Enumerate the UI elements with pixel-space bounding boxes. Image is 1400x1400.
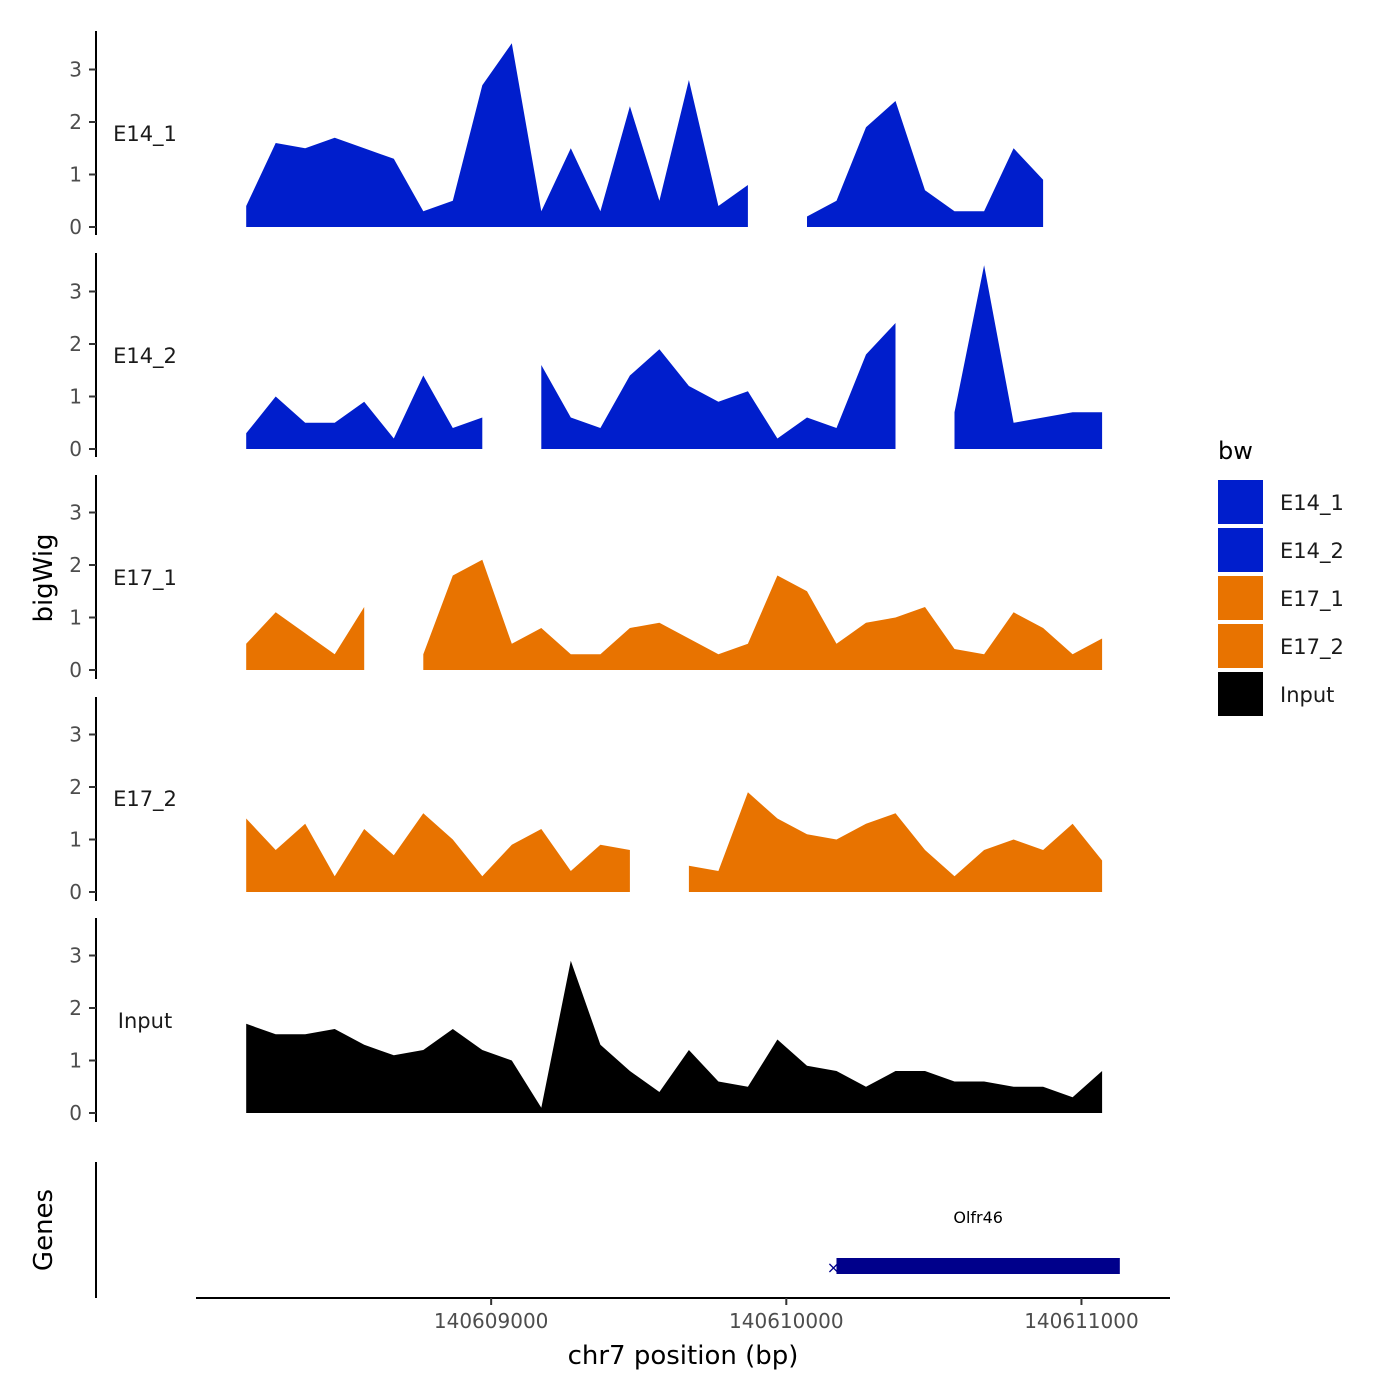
y-tick-label: 0	[69, 880, 82, 904]
y-tick-label: 2	[69, 775, 82, 799]
y-tick-label: 3	[69, 723, 82, 747]
track-panel-e17-2: E17_2 0 1 2 3	[69, 697, 1103, 904]
track-panel-e17-1: E17_1 0 1 2 3	[69, 475, 1103, 682]
x-axis-title: chr7 position (bp)	[568, 1341, 799, 1371]
y-tick-label: 1	[69, 163, 82, 187]
coverage-area-e14-2	[246, 265, 1103, 449]
legend-label: E17_1	[1280, 587, 1344, 612]
track-label-e17-1: E17_1	[113, 566, 177, 591]
y-tick-label: 1	[69, 606, 82, 630]
track-panel-e14-2: E14_2 0 1 2 3	[69, 253, 1103, 461]
legend-swatch	[1218, 672, 1263, 716]
coverage-area-input	[246, 960, 1103, 1113]
genes-track-title: Genes	[29, 1189, 59, 1271]
track-label-e14-1: E14_1	[113, 122, 177, 147]
legend-swatch	[1218, 480, 1263, 524]
y-tick-label: 3	[69, 944, 82, 968]
x-tick-label: 140611000	[1024, 1309, 1139, 1333]
genes-track: Genes × Olfr46	[29, 1162, 1120, 1298]
legend-label: E14_1	[1280, 491, 1344, 516]
y-tick-label: 2	[69, 110, 82, 134]
track-label-e17-2: E17_2	[113, 787, 177, 812]
legend-label: Input	[1280, 683, 1334, 707]
y-tick-label: 1	[69, 828, 82, 852]
legend-title: bw	[1218, 437, 1253, 465]
y-tick-label: 0	[69, 437, 82, 461]
x-tick-label: 140609000	[434, 1309, 549, 1333]
legend-label: E17_2	[1280, 635, 1344, 660]
legend-swatch	[1218, 624, 1263, 668]
legend-swatch	[1218, 576, 1263, 620]
y-tick-label: 1	[69, 1049, 82, 1073]
coverage-area-e14-1	[246, 43, 1103, 227]
legend: bw E14_1 E14_2 E17_1 E17_2 Input	[1218, 437, 1344, 716]
track-panel-e14-1: E14_1 0 1 2 3	[69, 31, 1103, 239]
y-tick-label: 0	[69, 658, 82, 682]
legend-swatch	[1218, 528, 1263, 572]
y-tick-label: 1	[69, 385, 82, 409]
y-tick-label: 3	[69, 501, 82, 525]
y-tick-label: 3	[69, 280, 82, 304]
x-tick-label: 140610000	[729, 1309, 844, 1333]
gene-label: Olfr46	[953, 1208, 1003, 1227]
x-axis: 140609000 140610000 140611000 chr7 positio…	[196, 1297, 1170, 1371]
y-tick-label: 2	[69, 332, 82, 356]
y-axis-title: bigWig	[29, 533, 59, 622]
coverage-area-e17-1	[246, 559, 1103, 670]
legend-label: E14_2	[1280, 539, 1344, 564]
y-tick-label: 0	[69, 215, 82, 239]
y-tick-label: 2	[69, 996, 82, 1020]
y-tick-label: 0	[69, 1101, 82, 1125]
y-tick-label: 3	[69, 58, 82, 82]
gene-body-bar	[836, 1258, 1120, 1274]
y-tick-label: 2	[69, 553, 82, 577]
gene-strand-marker: ×	[827, 1258, 840, 1277]
track-label-input: Input	[118, 1009, 172, 1033]
track-label-e14-2: E14_2	[113, 344, 177, 369]
track-panel-input: Input 0 1 2 3	[69, 918, 1103, 1125]
coverage-area-e17-2	[246, 792, 1103, 892]
